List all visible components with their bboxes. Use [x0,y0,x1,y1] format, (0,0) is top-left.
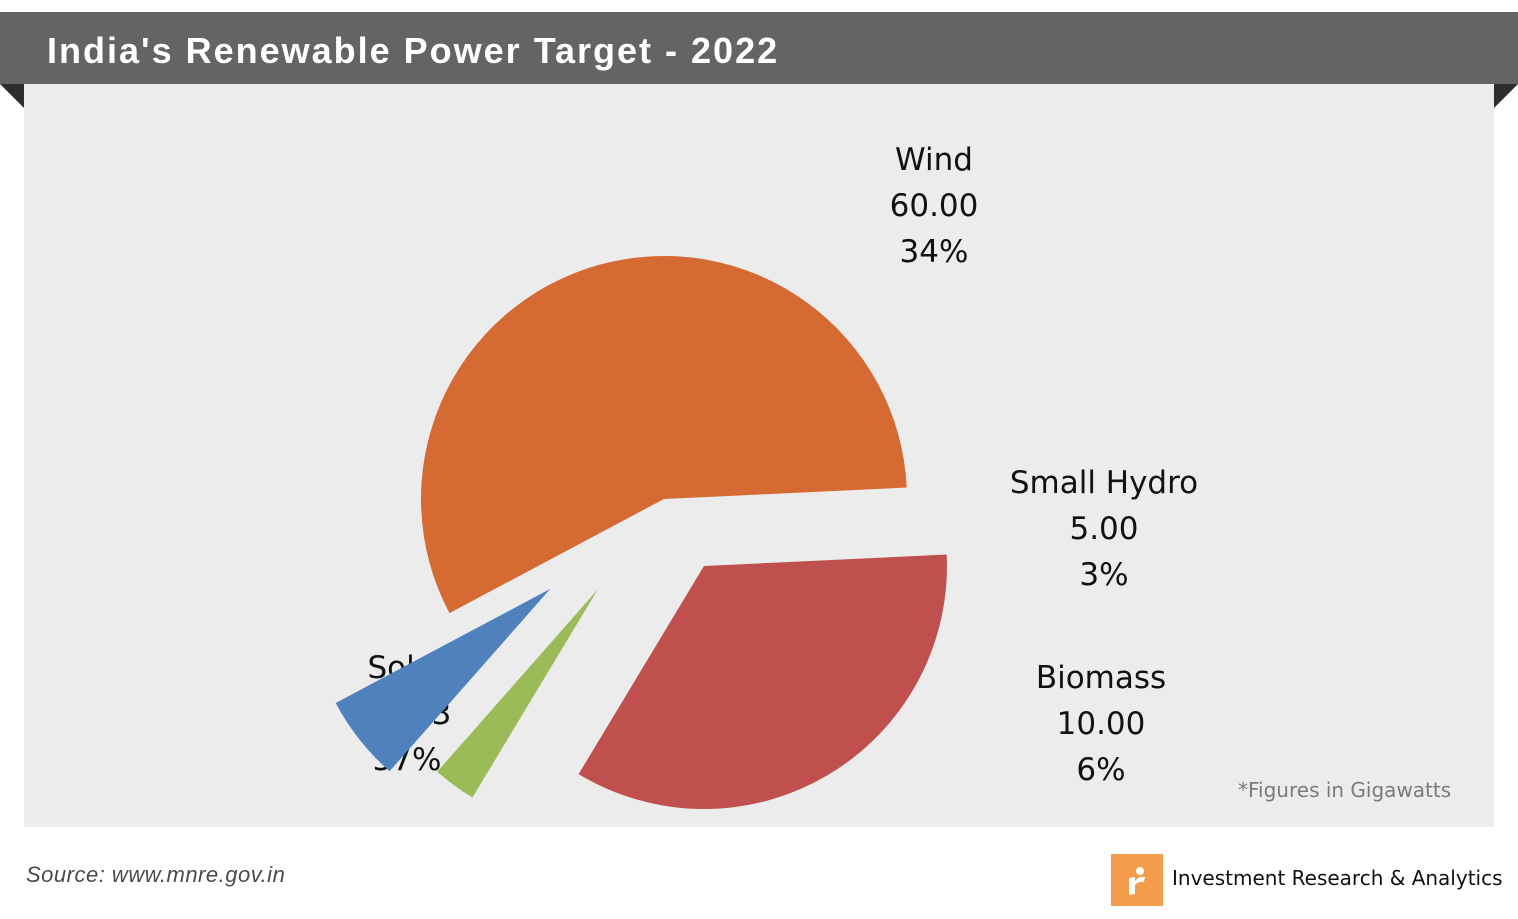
brand-name: Investment Research & Analytics [1172,866,1503,890]
data-label-wind: Wind 60.00 34% [890,142,979,270]
pie-slice-wind [578,554,947,809]
source-text: Source: www.mnre.gov.in [26,862,286,887]
title-fold-right [1494,84,1518,108]
units-note: *Figures in Gigawatts [1238,778,1452,802]
page-title: India's Renewable Power Target - 2022 [47,30,780,71]
title-fold-left [0,84,24,108]
data-label-biomass: Biomass 10.00 6% [1036,660,1166,788]
pie-slice-biomass [335,588,551,772]
data-label-small-hydro: Small Hydro 5.00 3% [1010,465,1198,593]
title-bar [0,12,1518,84]
pie-slice-solar [420,255,907,614]
brand-logo-icon [1111,854,1163,906]
pie-slice-small-hydro [437,589,598,798]
